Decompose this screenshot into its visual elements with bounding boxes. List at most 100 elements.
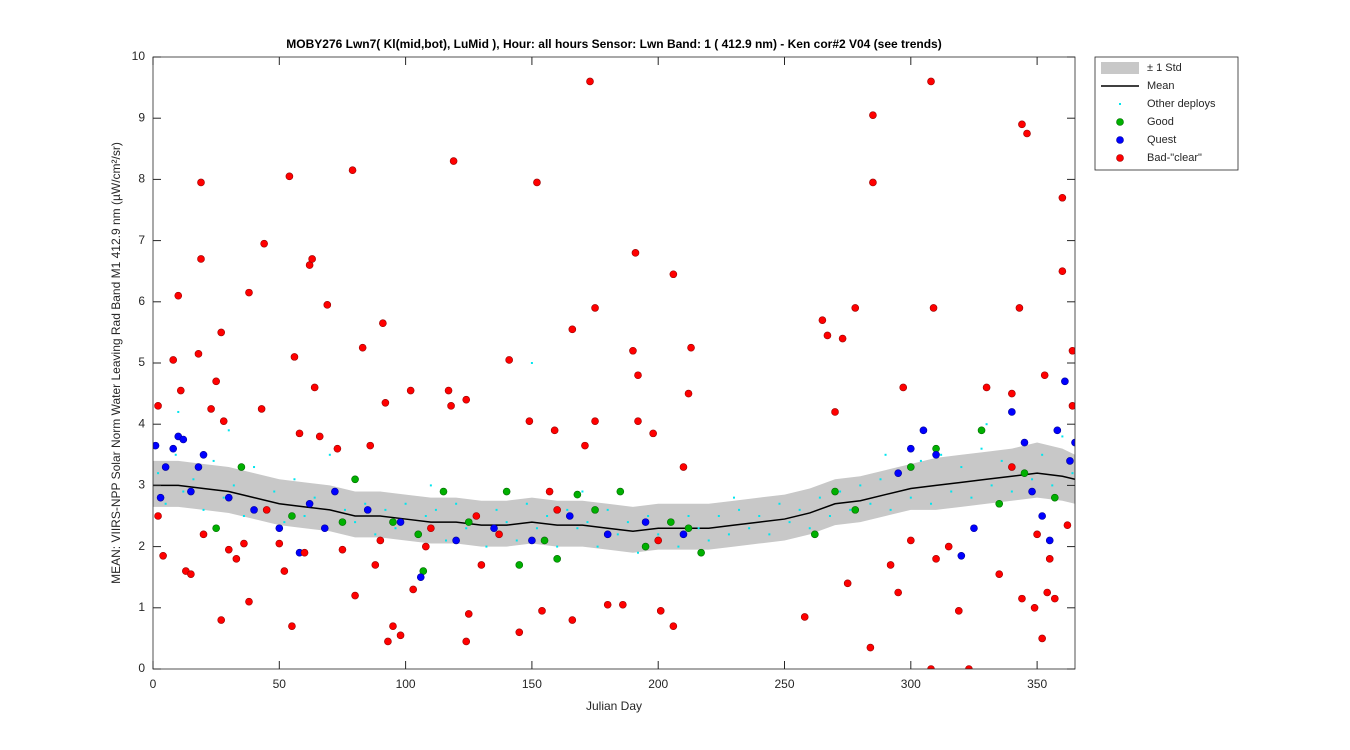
x-tick-label: 300 bbox=[901, 677, 921, 691]
other-point bbox=[985, 423, 988, 426]
data-point bbox=[452, 536, 460, 545]
other-point bbox=[919, 459, 922, 462]
other-point bbox=[242, 515, 245, 517]
data-point bbox=[197, 255, 205, 263]
data-point bbox=[464, 610, 473, 618]
data-point bbox=[212, 377, 220, 386]
legend-swatch bbox=[1116, 136, 1124, 144]
data-point bbox=[1030, 603, 1039, 612]
data-point bbox=[831, 487, 839, 496]
data-point bbox=[169, 356, 178, 364]
data-point bbox=[927, 665, 935, 669]
other-point bbox=[328, 453, 331, 456]
data-point bbox=[965, 665, 973, 669]
y-tick-label: 0 bbox=[138, 661, 145, 675]
other-point bbox=[505, 521, 508, 524]
data-point bbox=[684, 524, 693, 533]
data-point bbox=[932, 555, 940, 563]
y-tick-label: 6 bbox=[138, 294, 145, 308]
data-point bbox=[447, 402, 455, 410]
other-point bbox=[1061, 435, 1064, 438]
other-point bbox=[273, 490, 276, 493]
data-point bbox=[616, 487, 625, 496]
data-point bbox=[444, 386, 453, 395]
data-point bbox=[1058, 267, 1067, 276]
data-point bbox=[907, 444, 915, 453]
data-point bbox=[288, 622, 296, 630]
data-point bbox=[679, 463, 688, 471]
y-tick-label: 2 bbox=[138, 539, 145, 553]
other-point bbox=[253, 466, 256, 469]
data-point bbox=[414, 530, 423, 539]
data-point bbox=[197, 178, 205, 187]
data-point bbox=[553, 555, 561, 563]
data-point bbox=[333, 444, 342, 453]
data-point bbox=[1020, 469, 1029, 477]
other-point bbox=[818, 496, 821, 499]
data-point bbox=[528, 536, 536, 545]
legend-swatch bbox=[1101, 62, 1139, 74]
data-point bbox=[1050, 493, 1059, 502]
data-point bbox=[240, 539, 248, 548]
other-point bbox=[581, 490, 584, 493]
other-point bbox=[535, 527, 538, 530]
data-point bbox=[568, 325, 577, 334]
data-point bbox=[851, 506, 860, 514]
data-point bbox=[641, 518, 650, 526]
data-point bbox=[472, 512, 481, 520]
data-point bbox=[525, 417, 534, 425]
data-point bbox=[669, 270, 678, 279]
data-point bbox=[1008, 463, 1016, 471]
data-point bbox=[224, 545, 233, 554]
data-point bbox=[656, 607, 665, 615]
x-tick-label: 250 bbox=[774, 677, 794, 691]
data-point bbox=[366, 441, 375, 450]
other-point bbox=[174, 453, 177, 456]
other-point bbox=[212, 459, 215, 462]
other-point bbox=[732, 496, 735, 499]
data-point bbox=[351, 475, 359, 484]
other-point bbox=[222, 496, 225, 499]
other-point bbox=[940, 453, 943, 456]
data-point bbox=[161, 463, 170, 471]
other-point bbox=[576, 527, 579, 530]
data-point bbox=[1020, 438, 1029, 447]
data-point bbox=[348, 166, 357, 175]
data-point bbox=[389, 518, 397, 526]
other-point bbox=[364, 502, 367, 505]
other-point bbox=[748, 527, 751, 530]
data-point bbox=[866, 643, 875, 652]
other-point bbox=[687, 515, 690, 517]
data-point bbox=[1038, 634, 1046, 643]
data-point bbox=[338, 518, 347, 526]
other-point bbox=[404, 502, 407, 505]
legend: ± 1 Std Mean Other deploys Good Quest Bad-"cl… bbox=[1094, 56, 1239, 171]
x-tick-label: 100 bbox=[396, 677, 416, 691]
data-point bbox=[1045, 555, 1054, 563]
other-point bbox=[232, 484, 235, 487]
data-point bbox=[187, 487, 195, 496]
data-point bbox=[212, 524, 220, 533]
data-point bbox=[384, 637, 392, 646]
other-point bbox=[164, 502, 167, 505]
other-point bbox=[778, 502, 781, 505]
data-point bbox=[396, 518, 405, 526]
data-point bbox=[869, 111, 877, 119]
data-point bbox=[490, 524, 498, 533]
data-point bbox=[179, 435, 188, 444]
other-point bbox=[1071, 472, 1074, 475]
data-point bbox=[381, 398, 390, 407]
data-point bbox=[919, 426, 928, 435]
std-band bbox=[153, 442, 1075, 553]
other-point bbox=[657, 533, 660, 536]
other-point bbox=[455, 502, 458, 505]
data-point bbox=[300, 548, 309, 557]
y-tick-label: 1 bbox=[138, 600, 145, 614]
other-point bbox=[343, 508, 346, 511]
other-point bbox=[424, 515, 427, 517]
data-point bbox=[416, 573, 425, 582]
data-point bbox=[1061, 377, 1069, 386]
other-point bbox=[283, 521, 286, 524]
data-point bbox=[667, 518, 675, 526]
other-point bbox=[1041, 453, 1044, 456]
